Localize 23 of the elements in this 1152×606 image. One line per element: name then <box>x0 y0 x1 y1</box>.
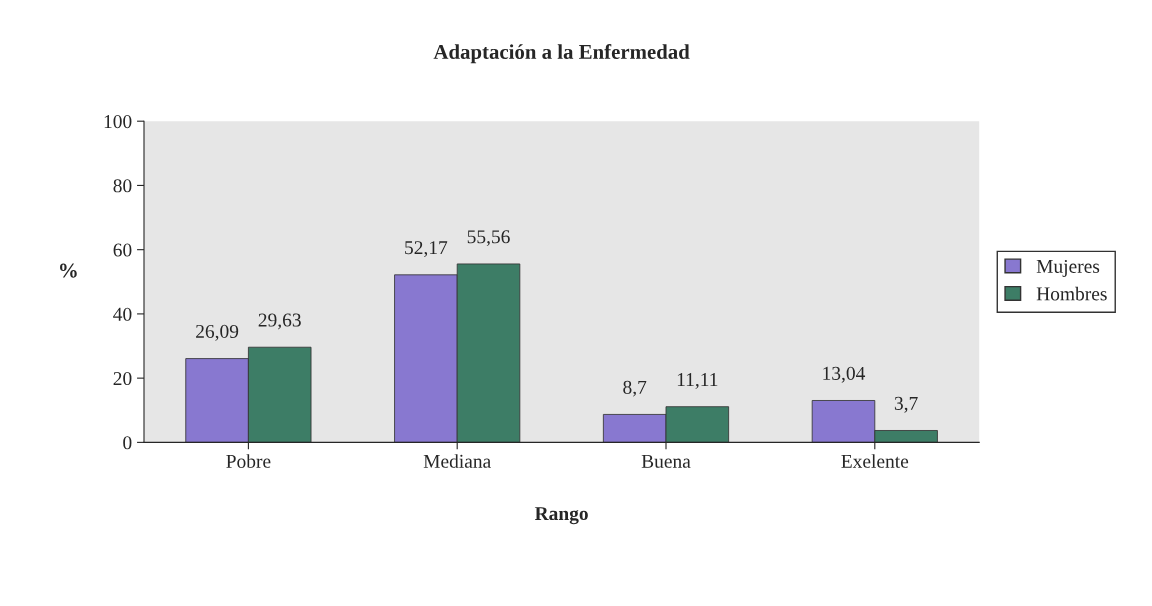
x-tick-label: Mediana <box>423 454 491 468</box>
data-label: 11,11 <box>677 373 718 389</box>
y-tick-label: 80 <box>113 179 132 193</box>
data-label: 29,63 <box>258 313 301 330</box>
data-label: 13,04 <box>823 366 866 383</box>
y-tick-label: 40 <box>113 307 132 321</box>
y-tick-label: 20 <box>113 371 132 386</box>
data-label: 3,7 <box>894 396 918 413</box>
y-axis-title: % <box>60 263 77 278</box>
y-tick-label: 60 <box>113 243 132 257</box>
data-label: 26,09 <box>196 324 239 341</box>
y-tick-label: 0 <box>123 436 132 450</box>
y-tick-label: 100 <box>104 115 132 129</box>
x-axis-title: Rango <box>534 507 588 525</box>
chart-title: Adaptación a la Enfermedad <box>433 44 690 64</box>
data-label: 8,7 <box>623 380 647 397</box>
x-tick-label: Exelente <box>841 454 909 468</box>
x-tick-label: Buena <box>641 454 691 468</box>
x-tick-label: Pobre <box>226 454 271 468</box>
data-label: 52,17 <box>405 241 448 257</box>
legend-label: Hombres <box>1036 286 1107 301</box>
legend-label: Mujeres <box>1036 259 1100 277</box>
data-label: 55,56 <box>467 230 510 247</box>
